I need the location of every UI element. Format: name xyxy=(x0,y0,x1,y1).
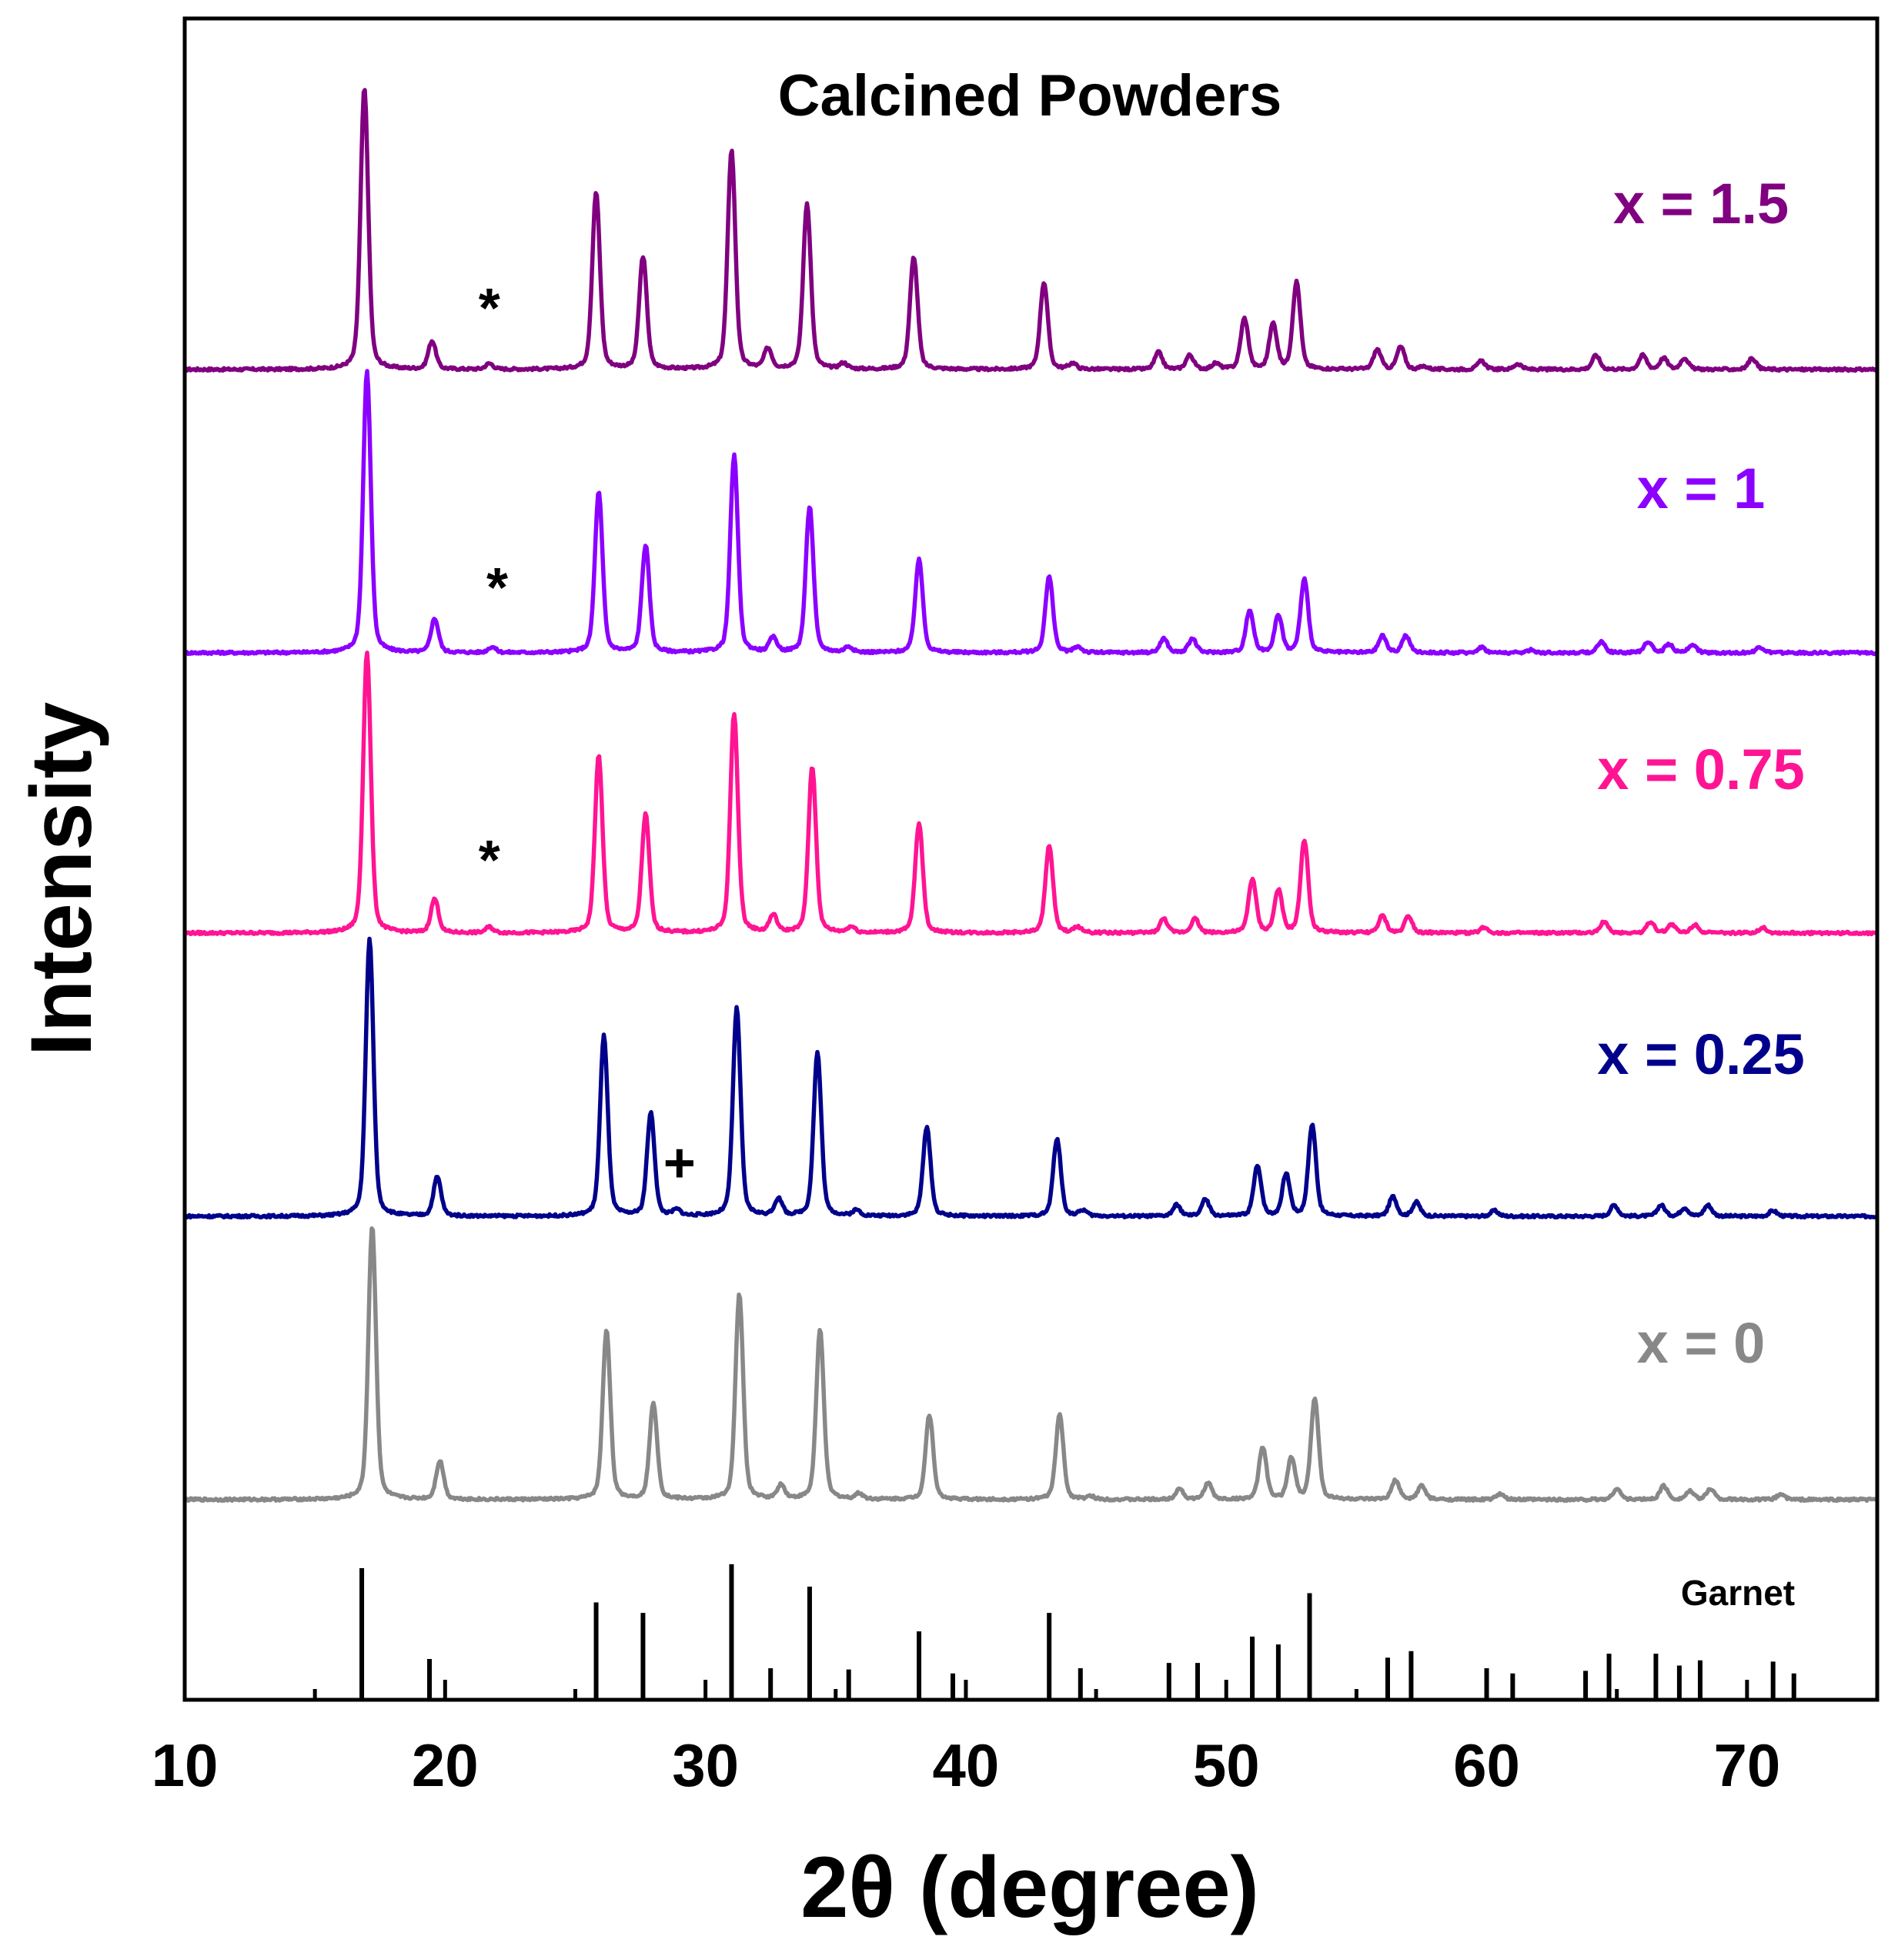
x-axis-title: 2θ (degree) xyxy=(800,1839,1259,1935)
xrd-traces xyxy=(182,88,1880,1503)
axes: 10 20 30 40 50 60 70 xyxy=(152,16,1880,1799)
plot-frame xyxy=(182,16,1880,1702)
x-tick-label: 50 xyxy=(1193,1731,1260,1799)
series-label: x = 0.25 xyxy=(1597,1022,1805,1086)
impurity-marker: * xyxy=(479,830,500,891)
x-tick-label: 40 xyxy=(933,1731,1000,1799)
series-label: x = 0.75 xyxy=(1597,738,1805,801)
series-label: x = 1 xyxy=(1637,457,1766,520)
x-tick-label: 10 xyxy=(152,1731,219,1799)
reference-label: Garnet xyxy=(1681,1573,1795,1613)
series-trace xyxy=(183,936,1879,1220)
impurity-marker: * xyxy=(479,278,500,339)
x-tick-label: 30 xyxy=(672,1731,739,1799)
impurity-marker: * xyxy=(486,557,508,619)
series-trace xyxy=(183,651,1880,937)
reference-pattern xyxy=(359,1564,1796,1700)
chart-title: Calcined Powders xyxy=(778,63,1282,129)
x-axis-ticks: 10 20 30 40 50 60 70 xyxy=(152,1680,1880,1799)
x-tick-label: 70 xyxy=(1713,1731,1780,1799)
impurity-marker: + xyxy=(663,1132,696,1194)
x-tick-label: 60 xyxy=(1453,1731,1520,1799)
series-trace xyxy=(183,1226,1879,1503)
series-label: x = 1.5 xyxy=(1613,172,1789,236)
y-axis-title: Intensity xyxy=(13,702,109,1057)
x-tick-label: 20 xyxy=(412,1731,479,1799)
series-label: x = 0 xyxy=(1637,1311,1766,1375)
series-trace xyxy=(183,88,1879,373)
impurity-markers: * * * + xyxy=(479,278,696,1194)
series-trace xyxy=(182,369,1879,657)
series-labels: x = 1.5 x = 1 x = 0.75 x = 0.25 x = 0 xyxy=(1597,172,1805,1375)
